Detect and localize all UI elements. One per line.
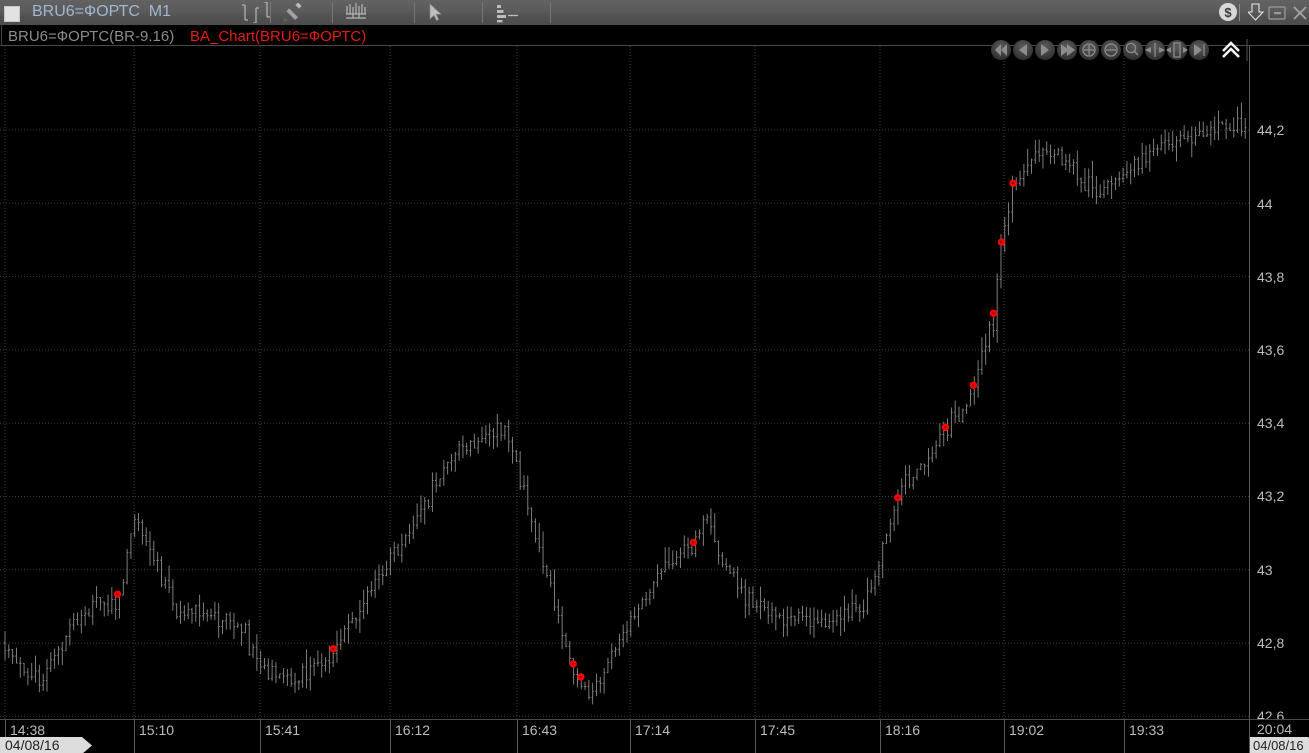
svg-text:04/08/16: 04/08/16	[1253, 738, 1304, 753]
svg-text:$: $	[1224, 5, 1232, 20]
svg-text:04/08/16: 04/08/16	[5, 737, 60, 753]
